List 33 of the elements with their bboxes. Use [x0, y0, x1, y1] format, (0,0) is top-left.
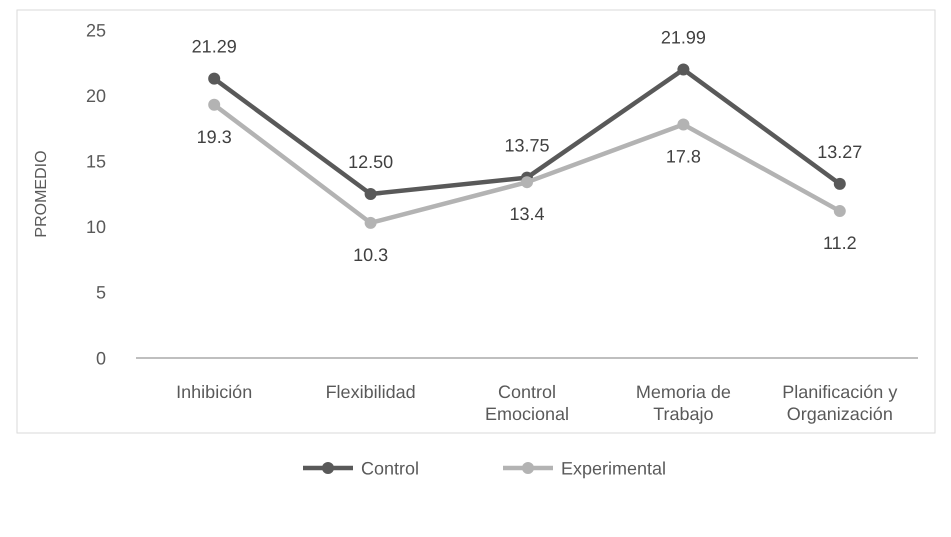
y-tick-label: 15: [86, 152, 106, 172]
point: [364, 216, 377, 229]
point: [364, 188, 377, 200]
x-tick-label: Inhibición: [176, 382, 252, 402]
point: [677, 118, 690, 130]
point: [677, 63, 690, 76]
data-label: 19.3: [196, 126, 232, 147]
data-label: 21.29: [192, 36, 237, 57]
legend-label: Control: [361, 458, 420, 478]
data-label: 21.99: [660, 27, 706, 48]
y-tick-label: 0: [96, 348, 106, 368]
data-label: 11.2: [822, 233, 857, 254]
point: [834, 205, 846, 218]
point: [208, 72, 220, 85]
data-label: 13.27: [817, 142, 862, 162]
x-tick-label: Control Emocional: [484, 382, 570, 424]
y-tick-label: 20: [86, 86, 106, 106]
point: [834, 178, 846, 190]
y-axis-title: PROMEDIO: [33, 150, 50, 238]
data-label: 12.50: [348, 152, 394, 172]
point: [208, 98, 220, 111]
x-tick-label: Memoria de Trabajo: [636, 382, 731, 424]
legend-label: Experimental: [561, 458, 666, 478]
data-label: 13.75: [504, 136, 550, 156]
x-tick-label: Planificación y Organización: [782, 382, 898, 424]
data-label: 13.4: [509, 204, 545, 224]
y-tick-label: 25: [86, 20, 106, 40]
data-label: 17.8: [666, 146, 701, 166]
point: [521, 176, 533, 188]
data-label: 10.3: [353, 244, 388, 265]
y-tick-label: 10: [86, 217, 106, 238]
x-tick-label: Flexibilidad: [326, 382, 416, 402]
y-tick-label: 5: [96, 282, 106, 303]
